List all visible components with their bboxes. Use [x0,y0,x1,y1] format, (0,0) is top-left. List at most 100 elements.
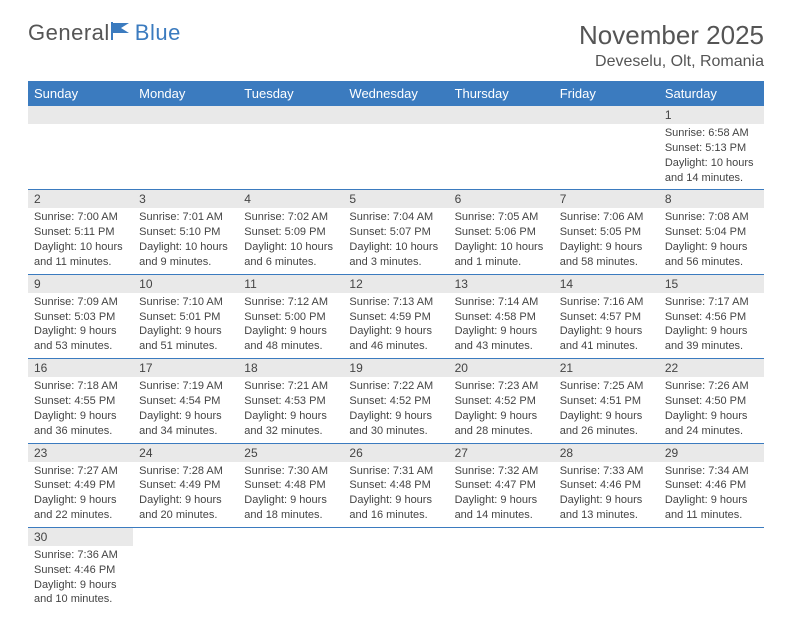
day-details [554,124,659,178]
day-number [554,528,659,546]
day-number [449,106,554,124]
calendar-cell: 15Sunrise: 7:17 AMSunset: 4:56 PMDayligh… [659,275,764,358]
weekday-header: Tuesday [238,81,343,106]
sunset-text: Sunset: 4:56 PM [665,310,758,325]
day-details: Sunrise: 7:32 AMSunset: 4:47 PMDaylight:… [449,462,554,527]
daylight-text: Daylight: 10 hours and 9 minutes. [139,240,232,270]
sunrise-text: Sunrise: 7:19 AM [139,379,232,394]
sunrise-text: Sunrise: 7:14 AM [455,295,548,310]
calendar-cell [449,528,554,611]
day-details: Sunrise: 7:30 AMSunset: 4:48 PMDaylight:… [238,462,343,527]
sunrise-text: Sunrise: 7:16 AM [560,295,653,310]
sunrise-text: Sunrise: 7:31 AM [349,464,442,479]
daylight-text: Daylight: 9 hours and 34 minutes. [139,409,232,439]
calendar-cell: 21Sunrise: 7:25 AMSunset: 4:51 PMDayligh… [554,359,659,442]
day-number: 27 [449,444,554,462]
sunset-text: Sunset: 4:47 PM [455,478,548,493]
calendar-cell: 19Sunrise: 7:22 AMSunset: 4:52 PMDayligh… [343,359,448,442]
day-details: Sunrise: 7:01 AMSunset: 5:10 PMDaylight:… [133,208,238,273]
sunset-text: Sunset: 5:10 PM [139,225,232,240]
calendar-cell: 27Sunrise: 7:32 AMSunset: 4:47 PMDayligh… [449,444,554,527]
calendar-cell: 30Sunrise: 7:36 AMSunset: 4:46 PMDayligh… [28,528,133,611]
day-number [238,106,343,124]
day-details: Sunrise: 7:33 AMSunset: 4:46 PMDaylight:… [554,462,659,527]
daylight-text: Daylight: 9 hours and 39 minutes. [665,324,758,354]
weekday-header: Wednesday [343,81,448,106]
weekday-header: Thursday [449,81,554,106]
daylight-text: Daylight: 9 hours and 20 minutes. [139,493,232,523]
calendar-cell [343,528,448,611]
daylight-text: Daylight: 10 hours and 14 minutes. [665,156,758,186]
day-details [343,124,448,178]
sunrise-text: Sunrise: 7:09 AM [34,295,127,310]
sunset-text: Sunset: 4:46 PM [34,563,127,578]
day-details: Sunrise: 7:05 AMSunset: 5:06 PMDaylight:… [449,208,554,273]
calendar-cell [659,528,764,611]
sunset-text: Sunset: 4:59 PM [349,310,442,325]
sunset-text: Sunset: 5:09 PM [244,225,337,240]
day-number: 28 [554,444,659,462]
daylight-text: Daylight: 10 hours and 11 minutes. [34,240,127,270]
day-details: Sunrise: 7:27 AMSunset: 4:49 PMDaylight:… [28,462,133,527]
daylight-text: Daylight: 9 hours and 14 minutes. [455,493,548,523]
day-details: Sunrise: 7:23 AMSunset: 4:52 PMDaylight:… [449,377,554,442]
day-details: Sunrise: 7:21 AMSunset: 4:53 PMDaylight:… [238,377,343,442]
daylight-text: Daylight: 10 hours and 6 minutes. [244,240,337,270]
sunrise-text: Sunrise: 7:28 AM [139,464,232,479]
calendar-cell: 3Sunrise: 7:01 AMSunset: 5:10 PMDaylight… [133,190,238,273]
day-number: 9 [28,275,133,293]
sunrise-text: Sunrise: 7:12 AM [244,295,337,310]
day-number: 21 [554,359,659,377]
sunset-text: Sunset: 5:01 PM [139,310,232,325]
calendar-week: 30Sunrise: 7:36 AMSunset: 4:46 PMDayligh… [28,528,764,611]
day-details: Sunrise: 7:04 AMSunset: 5:07 PMDaylight:… [343,208,448,273]
calendar-cell: 2Sunrise: 7:00 AMSunset: 5:11 PMDaylight… [28,190,133,273]
sunrise-text: Sunrise: 7:04 AM [349,210,442,225]
day-number: 26 [343,444,448,462]
sunset-text: Sunset: 4:46 PM [665,478,758,493]
daylight-text: Daylight: 9 hours and 30 minutes. [349,409,442,439]
calendar-cell: 4Sunrise: 7:02 AMSunset: 5:09 PMDaylight… [238,190,343,273]
day-details: Sunrise: 7:36 AMSunset: 4:46 PMDaylight:… [28,546,133,611]
calendar-cell: 11Sunrise: 7:12 AMSunset: 5:00 PMDayligh… [238,275,343,358]
calendar-cell [133,528,238,611]
sunrise-text: Sunrise: 7:27 AM [34,464,127,479]
day-number: 10 [133,275,238,293]
day-number [343,528,448,546]
calendar-cell: 13Sunrise: 7:14 AMSunset: 4:58 PMDayligh… [449,275,554,358]
day-details: Sunrise: 7:06 AMSunset: 5:05 PMDaylight:… [554,208,659,273]
day-number: 30 [28,528,133,546]
day-details: Sunrise: 7:26 AMSunset: 4:50 PMDaylight:… [659,377,764,442]
sunset-text: Sunset: 5:07 PM [349,225,442,240]
daylight-text: Daylight: 9 hours and 48 minutes. [244,324,337,354]
sunset-text: Sunset: 4:54 PM [139,394,232,409]
sunrise-text: Sunrise: 7:02 AM [244,210,337,225]
day-details [554,546,659,600]
sunrise-text: Sunrise: 7:30 AM [244,464,337,479]
calendar-week: 2Sunrise: 7:00 AMSunset: 5:11 PMDaylight… [28,190,764,274]
day-details: Sunrise: 7:31 AMSunset: 4:48 PMDaylight:… [343,462,448,527]
day-number: 2 [28,190,133,208]
day-number: 16 [28,359,133,377]
day-number: 14 [554,275,659,293]
sunset-text: Sunset: 4:49 PM [139,478,232,493]
month-title: November 2025 [579,20,764,51]
sunrise-text: Sunrise: 7:21 AM [244,379,337,394]
day-details [133,124,238,178]
day-details: Sunrise: 7:17 AMSunset: 4:56 PMDaylight:… [659,293,764,358]
sunrise-text: Sunrise: 7:08 AM [665,210,758,225]
calendar-cell: 17Sunrise: 7:19 AMSunset: 4:54 PMDayligh… [133,359,238,442]
day-details: Sunrise: 6:58 AMSunset: 5:13 PMDaylight:… [659,124,764,189]
calendar-cell: 7Sunrise: 7:06 AMSunset: 5:05 PMDaylight… [554,190,659,273]
calendar-cell: 20Sunrise: 7:23 AMSunset: 4:52 PMDayligh… [449,359,554,442]
daylight-text: Daylight: 9 hours and 13 minutes. [560,493,653,523]
daylight-text: Daylight: 9 hours and 24 minutes. [665,409,758,439]
calendar-cell: 14Sunrise: 7:16 AMSunset: 4:57 PMDayligh… [554,275,659,358]
logo: General Blue [28,20,181,46]
sunrise-text: Sunrise: 7:05 AM [455,210,548,225]
sunset-text: Sunset: 4:48 PM [244,478,337,493]
day-details: Sunrise: 7:09 AMSunset: 5:03 PMDaylight:… [28,293,133,358]
calendar-week: 23Sunrise: 7:27 AMSunset: 4:49 PMDayligh… [28,444,764,528]
sunset-text: Sunset: 4:52 PM [349,394,442,409]
day-number [238,528,343,546]
